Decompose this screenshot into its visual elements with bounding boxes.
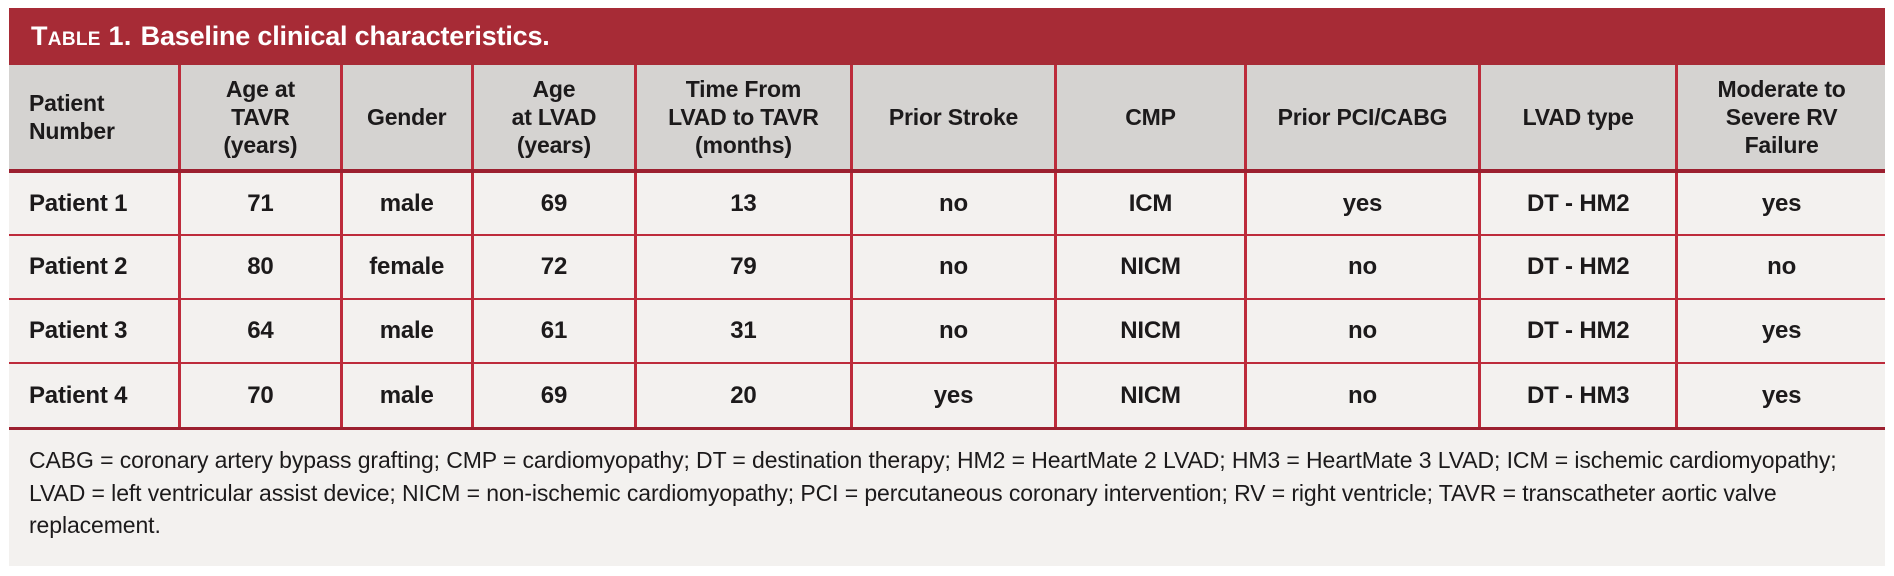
cell-lvad-type: DT - HM2 xyxy=(1478,234,1677,299)
cell-age-at-lvad: 69 xyxy=(470,171,636,235)
col-header-patient-number: Patient Number xyxy=(9,65,180,173)
cell-rv-failure: yes xyxy=(1675,298,1885,363)
cell-patient-label: Patient 4 xyxy=(9,362,180,427)
cell-rv-failure: yes xyxy=(1675,171,1885,235)
col-header-age-at-lvad: Age at LVAD (years) xyxy=(470,65,636,173)
table-title-bar: Table 1. Baseline clinical characteristi… xyxy=(9,8,1885,65)
cell-gender: male xyxy=(339,298,473,363)
cell-prior-stroke: no xyxy=(849,234,1056,299)
cell-prior-stroke: no xyxy=(849,298,1056,363)
cell-prior-pci-cabg: yes xyxy=(1243,171,1480,235)
cell-gender: male xyxy=(339,362,473,427)
col-header-cmp: CMP xyxy=(1054,65,1246,173)
table-row-patient-4: Patient 4 70 male 69 20 yes NICM no DT -… xyxy=(9,362,1885,427)
col-header-lvad-type: LVAD type xyxy=(1478,65,1677,173)
cell-prior-pci-cabg: no xyxy=(1243,362,1480,427)
cell-lvad-type: DT - HM2 xyxy=(1478,298,1677,363)
table-footnote: CABG = coronary artery bypass grafting; … xyxy=(9,427,1885,566)
cell-lvad-type: DT - HM2 xyxy=(1478,171,1677,235)
cell-age-at-lvad: 72 xyxy=(470,234,636,299)
cell-prior-stroke: no xyxy=(849,171,1056,235)
cell-patient-label: Patient 1 xyxy=(9,171,180,235)
cell-time-lvad-to-tavr: 31 xyxy=(634,298,852,363)
cell-age-at-lvad: 61 xyxy=(470,298,636,363)
cell-lvad-type: DT - HM3 xyxy=(1478,362,1677,427)
table-row-patient-3: Patient 3 64 male 61 31 no NICM no DT - … xyxy=(9,298,1885,363)
col-header-prior-pci-cabg: Prior PCI/CABG xyxy=(1243,65,1480,173)
cell-patient-label: Patient 3 xyxy=(9,298,180,363)
cell-age-at-lvad: 69 xyxy=(470,362,636,427)
col-header-prior-stroke: Prior Stroke xyxy=(849,65,1056,173)
cell-patient-label: Patient 2 xyxy=(9,234,180,299)
cell-rv-failure: no xyxy=(1675,234,1885,299)
cell-gender: female xyxy=(339,234,473,299)
table-number-label: Table 1. xyxy=(31,21,132,51)
cell-gender: male xyxy=(339,171,473,235)
cell-cmp: ICM xyxy=(1054,171,1246,235)
col-header-gender: Gender xyxy=(339,65,473,173)
cell-age-at-tavr: 70 xyxy=(178,362,342,427)
cell-cmp: NICM xyxy=(1054,234,1246,299)
cell-age-at-tavr: 80 xyxy=(178,234,342,299)
cell-cmp: NICM xyxy=(1054,298,1246,363)
table-row-patient-1: Patient 1 71 male 69 13 no ICM yes DT - … xyxy=(9,171,1885,235)
cell-time-lvad-to-tavr: 13 xyxy=(634,171,852,235)
baseline-characteristics-table: Patient Number Age at TAVR (years) Gende… xyxy=(9,65,1885,427)
table-title: Baseline clinical characteristics. xyxy=(140,21,550,51)
cell-age-at-tavr: 64 xyxy=(178,298,342,363)
cell-prior-pci-cabg: no xyxy=(1243,234,1480,299)
col-header-rv-failure: Moderate to Severe RV Failure xyxy=(1675,65,1885,173)
cell-time-lvad-to-tavr: 20 xyxy=(634,362,852,427)
cell-prior-pci-cabg: no xyxy=(1243,298,1480,363)
cell-age-at-tavr: 71 xyxy=(178,171,342,235)
cell-time-lvad-to-tavr: 79 xyxy=(634,234,852,299)
cell-rv-failure: yes xyxy=(1675,362,1885,427)
col-header-age-at-tavr: Age at TAVR (years) xyxy=(178,65,342,173)
table-row-patient-2: Patient 2 80 female 72 79 no NICM no DT … xyxy=(9,234,1885,299)
header-row: Patient Number Age at TAVR (years) Gende… xyxy=(9,65,1885,173)
cell-prior-stroke: yes xyxy=(849,362,1056,427)
col-header-time-lvad-to-tavr: Time From LVAD to TAVR (months) xyxy=(634,65,852,173)
cell-cmp: NICM xyxy=(1054,362,1246,427)
